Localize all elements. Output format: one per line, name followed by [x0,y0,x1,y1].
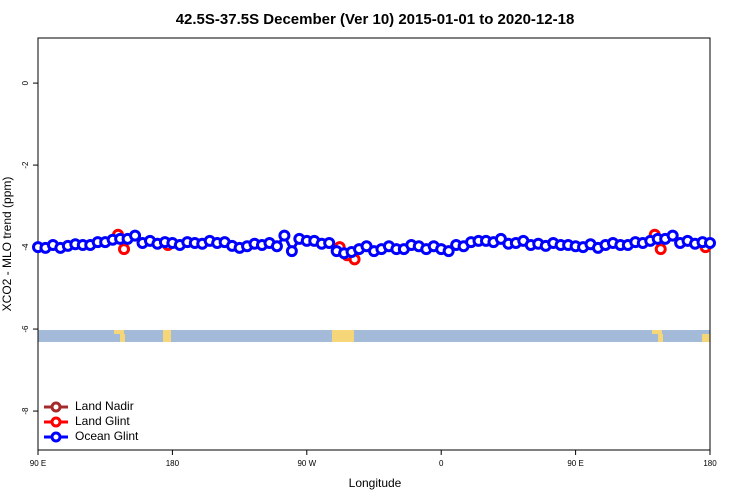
y-tick-label: -8 [21,407,30,415]
x-tick-label: 90 W [297,459,316,468]
legend-label: Land Nadir [75,399,134,413]
y-axis-label: XCO2 - MLO trend (ppm) [0,177,14,312]
chart-title: 42.5S-37.5S December (Ver 10) 2015-01-01… [176,11,575,28]
y-tick-label: -4 [21,243,30,251]
x-tick-label: 90 E [567,459,583,468]
data-point [654,243,667,256]
x-tick-label: 180 [703,459,717,468]
data-point [129,229,142,242]
x-tick-label: 90 E [30,459,46,468]
y-tick-label: 0 [21,80,30,85]
legend-marker [50,401,62,413]
data-point [285,245,298,258]
legend-label: Ocean Glint [75,429,139,443]
data-point [118,243,131,256]
legend-marker [50,431,62,443]
x-tick-label: 0 [439,459,444,468]
land-ocean-strip [38,330,710,342]
data-point [270,240,283,253]
data-point [704,236,716,249]
legend-label: Land Glint [75,414,130,428]
x-axis-label: Longitude [349,476,402,490]
y-tick-label: -6 [21,325,30,333]
data-point [666,229,679,242]
data-point [442,245,455,258]
x-tick-label: 180 [166,459,180,468]
y-tick-label: -2 [21,161,30,169]
data-point [323,236,336,249]
data-point [278,229,291,242]
legend-marker [50,416,62,428]
